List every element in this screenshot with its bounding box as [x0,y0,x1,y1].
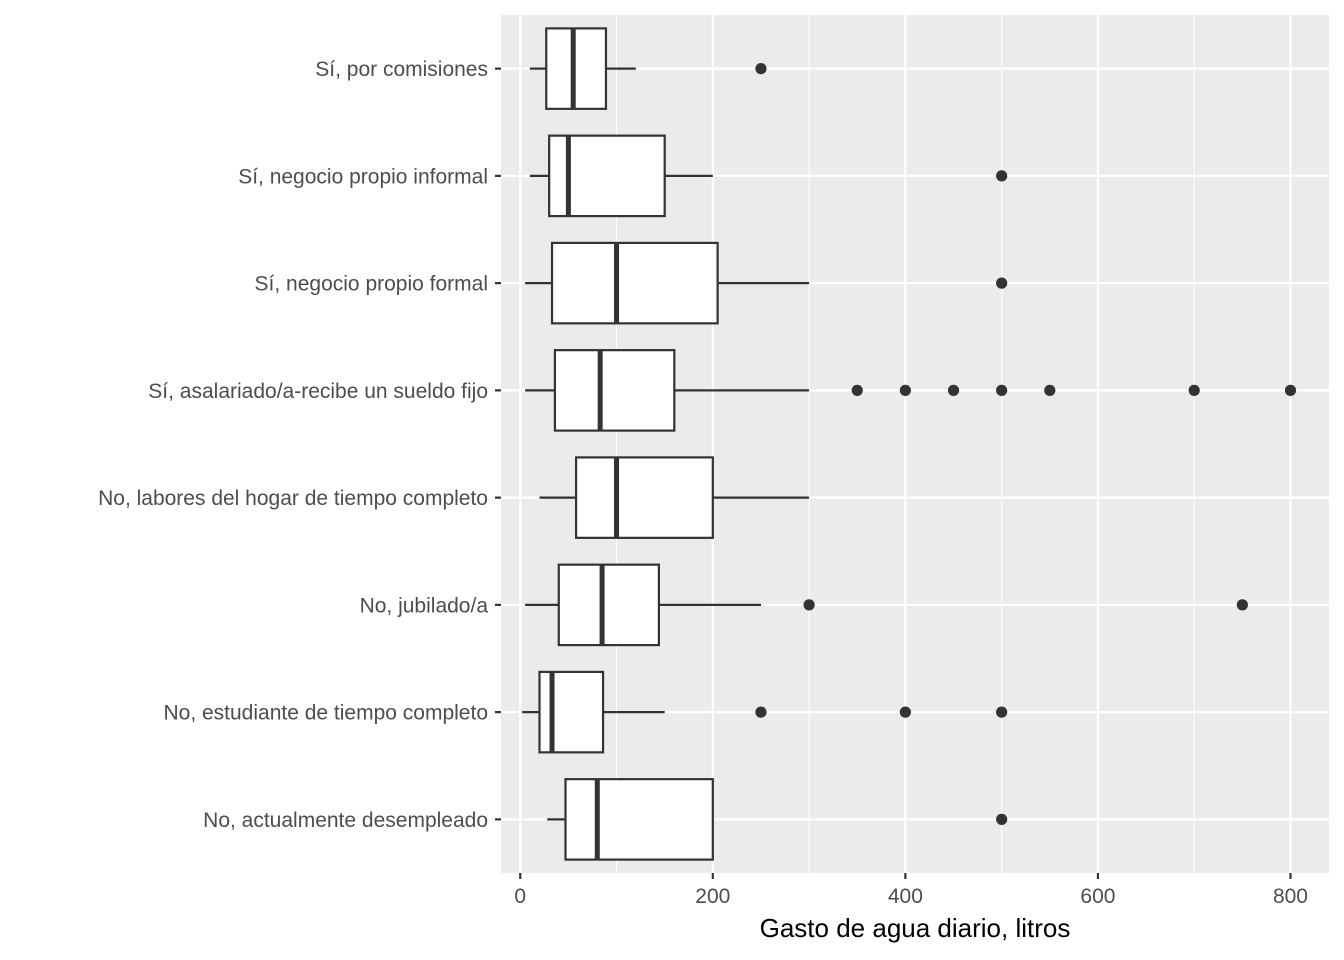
box-group [529,27,767,110]
y-tick-label: Sí, por comisiones [315,58,488,81]
box-group [522,670,1008,754]
y-tick-label: Sí, asalariado/a-recibe un sueldo fijo [148,380,488,403]
x-tick-label: 400 [888,885,923,908]
box-iqr [545,27,608,110]
box-iqr [538,670,605,754]
box-group [547,778,1008,861]
outlier-point [1284,384,1297,396]
box-iqr [557,563,660,647]
boxes [522,27,1297,861]
box-iqr [553,349,676,432]
y-tick-label: No, estudiante de tiempo completo [163,702,488,725]
y-tick-label: No, jubilado/a [360,594,489,617]
x-axis-title: Gasto de agua diario, litros [760,913,1071,943]
x-tick-label: 200 [695,885,730,908]
box-iqr [574,456,714,539]
outlier-point [755,63,767,75]
y-tick-label: No, labores del hogar de tiempo completo [98,487,488,510]
outlier-point [803,599,815,611]
outlier-point [851,384,863,396]
box-group [525,241,1008,325]
outlier-point [996,706,1008,718]
outlier-point [1236,599,1248,611]
box-iqr [564,778,714,861]
y-tick-label: No, actualmente desempleado [203,809,488,832]
box-group [525,349,1297,432]
y-axis: Sí, por comisiones Sí, negocio propio inf… [98,58,501,832]
box-group [539,456,810,539]
x-axis: 0 200 400 600 800 [514,873,1308,908]
box-group [529,134,1008,218]
outlier-point [996,170,1008,182]
x-tick-label: 0 [514,885,526,908]
y-tick-label: Sí, negocio propio informal [238,165,488,188]
outlier-point [947,384,960,396]
outlier-point [755,706,767,718]
outlier-point [996,813,1008,825]
y-tick-label: Sí, negocio propio formal [255,273,488,296]
x-tick-label: 800 [1273,885,1308,908]
x-tick-label: 600 [1080,885,1115,908]
outlier-point [996,384,1008,396]
box-iqr [550,241,719,325]
box-group [525,563,1248,647]
outlier-point [1188,384,1200,396]
outlier-point [996,277,1008,289]
outlier-point [899,706,911,718]
outlier-point [1044,384,1056,396]
outlier-point [899,384,911,396]
